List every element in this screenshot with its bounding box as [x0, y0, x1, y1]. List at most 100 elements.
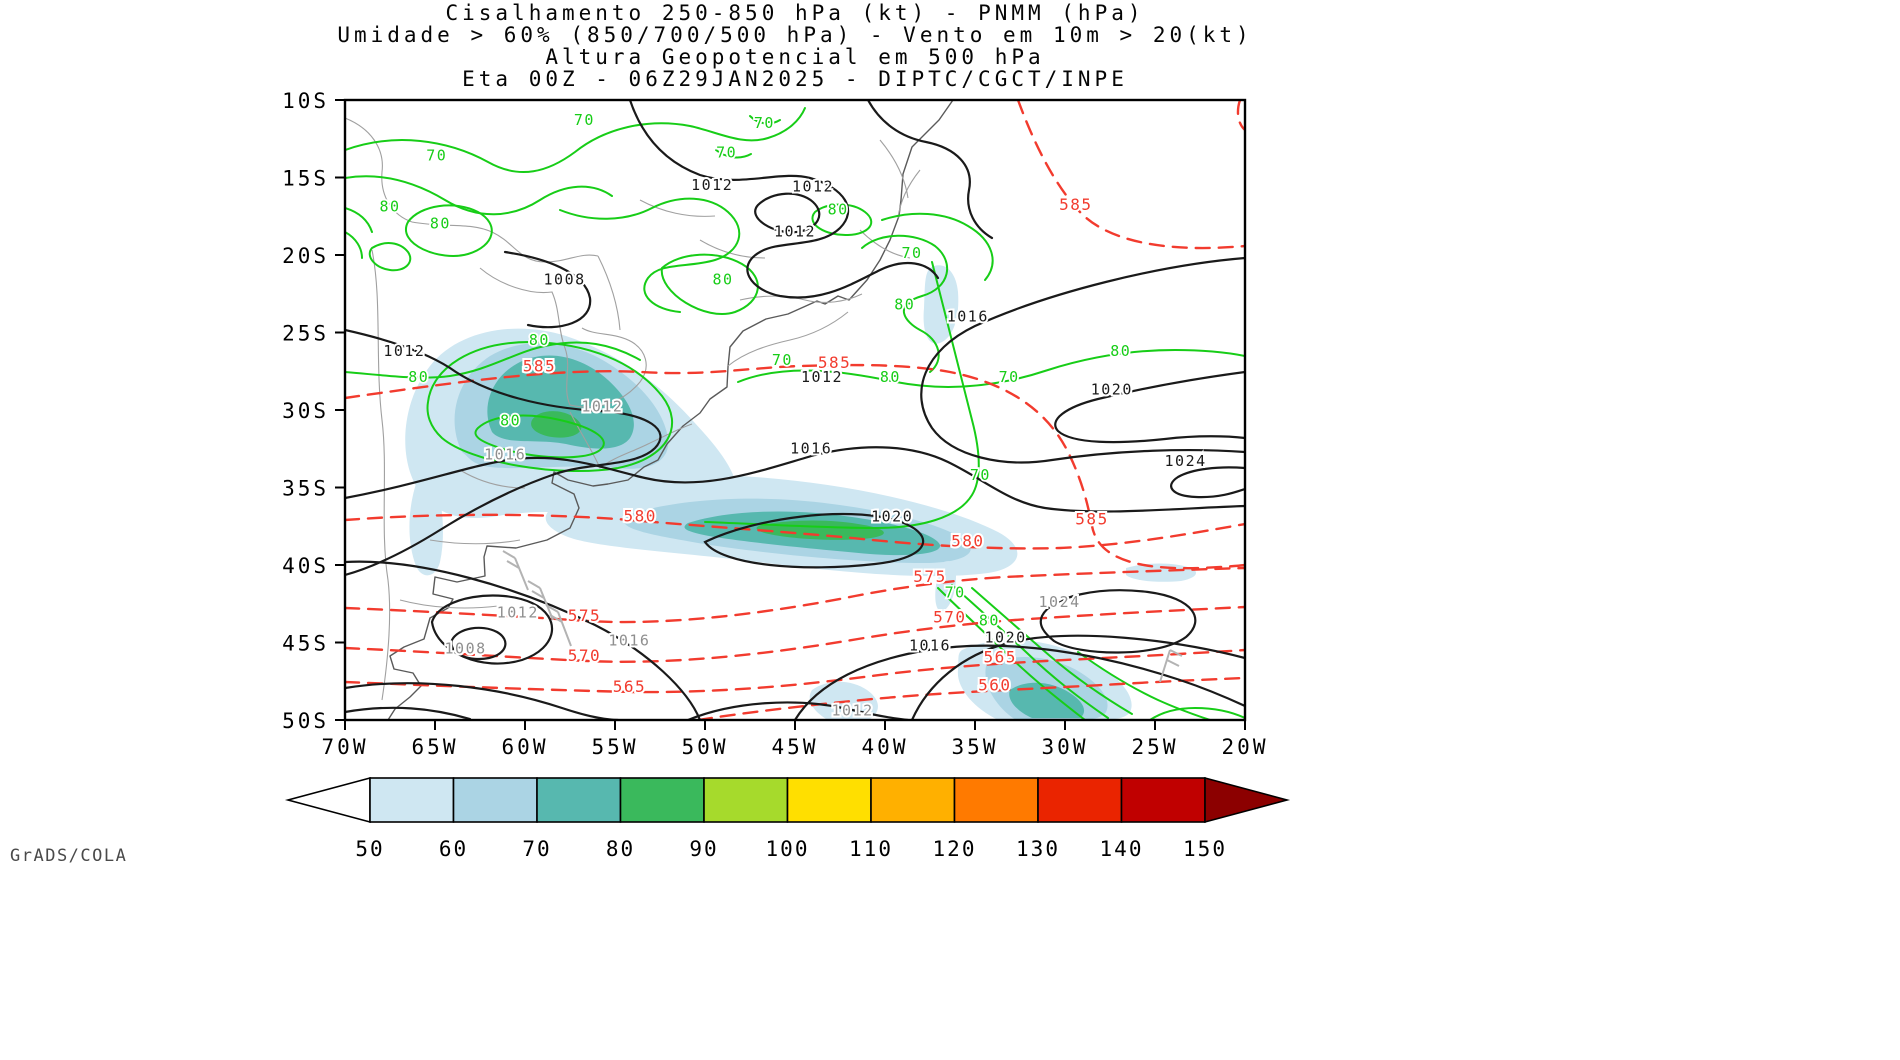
country-border: [564, 327, 647, 408]
pressure-label: 1016: [947, 308, 989, 326]
geopotential-contour-565: [345, 648, 1245, 694]
shear-shading-70: [1009, 682, 1085, 718]
lat-tick-label: 50S: [282, 709, 329, 733]
height-label: 560: [978, 676, 1011, 695]
colorbar-label: 150: [1183, 837, 1227, 861]
pressure-label: 1020: [1091, 381, 1133, 399]
contour-label-layer: 1012 1012 1012 1008 1016 1012 1012 1020 1012 1016…: [378, 109, 1207, 720]
isobar-contour-1016: [920, 256, 1245, 464]
humidity-label: 80: [408, 368, 429, 386]
lat-tick-label: 45S: [282, 632, 329, 656]
humidity-label: 80: [529, 331, 550, 349]
colorbar-segment: [703, 777, 789, 823]
humidity-contour: [1077, 651, 1211, 720]
humidity-contour: [345, 107, 806, 174]
pressure-label: 1012: [497, 604, 539, 622]
humidity-label: 80: [828, 201, 849, 219]
humidity-label: 70: [970, 466, 991, 484]
isobar-contour-1020: [1054, 370, 1245, 444]
lon-tick-label: 50W: [682, 735, 729, 759]
humidity-contour: [881, 212, 994, 281]
humidity-label: 70: [945, 584, 966, 602]
humidity-contour: [971, 587, 1133, 715]
country-border: [345, 117, 413, 223]
colorbar-label: 100: [766, 837, 810, 861]
shear-shading-50: [1126, 563, 1197, 582]
lon-tick-label: 30W: [1042, 735, 1089, 759]
humidity-contour: [737, 348, 1245, 388]
height-label: 575: [913, 567, 946, 586]
lat-tick-label: 20S: [282, 244, 329, 268]
colorbar-segment: [1120, 777, 1206, 823]
country-border: [569, 411, 693, 469]
humidity-contour: [1149, 706, 1245, 720]
humidity-label: 70: [574, 111, 595, 129]
geopotential-contour-580: [345, 513, 1245, 550]
humidity-contour: [426, 340, 673, 473]
isobar-contour-1020: [910, 634, 1245, 720]
colorbar-segment: [369, 777, 455, 823]
isobar-contour-1008: [503, 250, 592, 329]
colorbar-segment: [786, 777, 872, 823]
humidity-label: 70: [772, 351, 793, 369]
pressure-label: 1012: [581, 398, 623, 416]
humidity-contour-layer: [345, 107, 1245, 720]
wind-barb: [545, 604, 572, 647]
pressure-label: 1008: [445, 639, 487, 657]
state-border: [727, 311, 849, 367]
humidity-contour: [405, 204, 493, 257]
state-border: [597, 255, 621, 331]
pressure-label: 1012: [832, 701, 874, 719]
humidity-contour: [937, 587, 1086, 720]
isobar-contour: [866, 100, 994, 240]
state-border: [879, 139, 909, 199]
isobar-contour-1012: [754, 192, 821, 234]
shear-shading-50: [935, 561, 956, 612]
colorbar-label: 90: [689, 837, 718, 861]
geopotential-contour-layer: [345, 100, 1245, 720]
geopotential-contour-585: [345, 363, 1245, 570]
humidity-label: 70: [426, 146, 447, 164]
pressure-label: 1012: [801, 368, 843, 386]
pressure-label: 1016: [608, 632, 650, 650]
humidity-label: 80: [500, 412, 521, 430]
pressure-label: 1012: [383, 342, 425, 360]
pressure-label: 1016: [790, 439, 832, 457]
isobar-contour-1024: [1170, 466, 1245, 499]
humidity-label: 80: [1110, 342, 1131, 360]
pressure-contour-layer: [345, 100, 1245, 720]
wind-barb: [1159, 649, 1183, 683]
country-border: [371, 249, 391, 701]
colorbar-segment: [1037, 777, 1123, 823]
pressure-label: 1008: [544, 270, 586, 288]
humidity-contour: [345, 231, 363, 259]
colorbar-segment: [870, 777, 956, 823]
pressure-label: 1024: [1039, 593, 1081, 611]
lon-tick-label: 25W: [1132, 735, 1179, 759]
pressure-label: 1024: [1165, 452, 1207, 470]
lon-tick-label: 20W: [1222, 735, 1269, 759]
title-line-4: Eta 00Z - 06Z29JAN2025 - DIPTC/CGCT/INPE: [462, 67, 1128, 91]
humidity-contour: [660, 253, 759, 315]
isobar-contour-1012: [345, 328, 662, 577]
isobar-contour-1020: [703, 512, 925, 569]
geography-layer: [345, 100, 954, 720]
pressure-label: 1020: [985, 629, 1027, 647]
height-label: 585: [1075, 510, 1108, 529]
humidity-contour: [345, 341, 641, 379]
humidity-label: 70: [901, 244, 922, 262]
wind-barb-layer: [502, 550, 1183, 683]
lon-tick-label: 35W: [952, 735, 999, 759]
lon-tick-label: 60W: [502, 735, 549, 759]
shear-shading-50: [409, 478, 443, 576]
state-border: [639, 199, 716, 217]
figure-titles: Cisalhamento 250-850 hPa (kt) - PNMM (hP…: [195, 2, 1395, 90]
isobar-contour-1016: [345, 560, 702, 720]
colorbar-label: 120: [933, 837, 977, 861]
isobar-contour: [345, 682, 620, 720]
pressure-label: 1016: [484, 446, 526, 464]
isobar-contour: [345, 706, 472, 720]
geopotential-contour-560: [696, 676, 1245, 720]
lon-tick-label: 55W: [592, 735, 639, 759]
